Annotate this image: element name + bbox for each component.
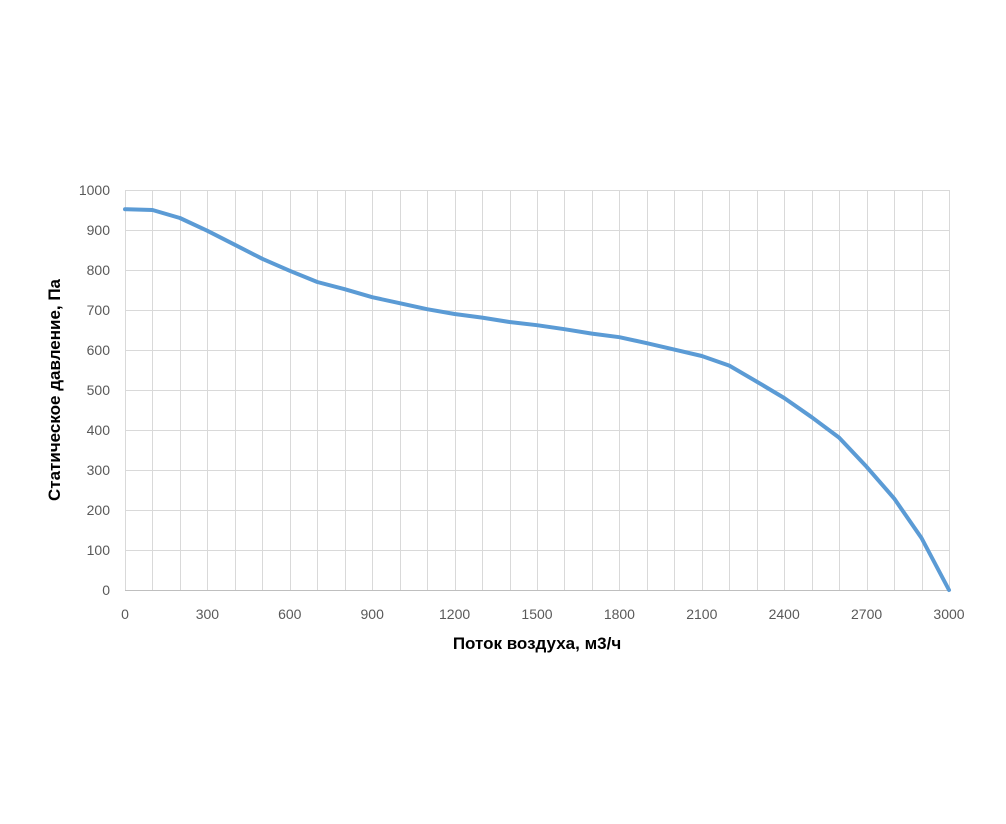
y-tick-label: 200 [87, 502, 111, 518]
y-tick-label: 800 [87, 262, 111, 278]
x-tick-label: 2700 [851, 606, 882, 622]
y-tick-label: 0 [102, 582, 110, 598]
x-tick-label: 300 [196, 606, 220, 622]
y-axis-title: Статическое давление, Па [45, 278, 64, 501]
x-tick-label: 2100 [686, 606, 717, 622]
y-tick-label: 500 [87, 382, 111, 398]
x-axis-title: Поток воздуха, м3/ч [453, 634, 621, 653]
x-tick-label: 1800 [604, 606, 635, 622]
y-tick-labels: 0 100 200 300 400 500 600 700 800 900 1000 [79, 182, 110, 598]
y-tick-label: 600 [87, 342, 111, 358]
x-tick-label: 0 [121, 606, 129, 622]
y-tick-label: 400 [87, 422, 111, 438]
x-tick-label: 1500 [521, 606, 552, 622]
y-tick-label: 900 [87, 222, 111, 238]
x-tick-label: 1200 [439, 606, 470, 622]
series-line-1 [123, 207, 951, 592]
y-tick-label: 1000 [79, 182, 110, 198]
y-tick-label: 700 [87, 302, 111, 318]
y-tick-label: 100 [87, 542, 111, 558]
x-tick-label: 900 [361, 606, 385, 622]
y-tick-label: 300 [87, 462, 111, 478]
series-group [123, 207, 951, 592]
x-tick-label: 2400 [769, 606, 800, 622]
x-tick-labels: 0 300 600 900 1200 1500 1800 2100 2400 2700 3000 [121, 606, 965, 622]
x-tick-label: 3000 [933, 606, 964, 622]
x-tick-label: 600 [278, 606, 302, 622]
